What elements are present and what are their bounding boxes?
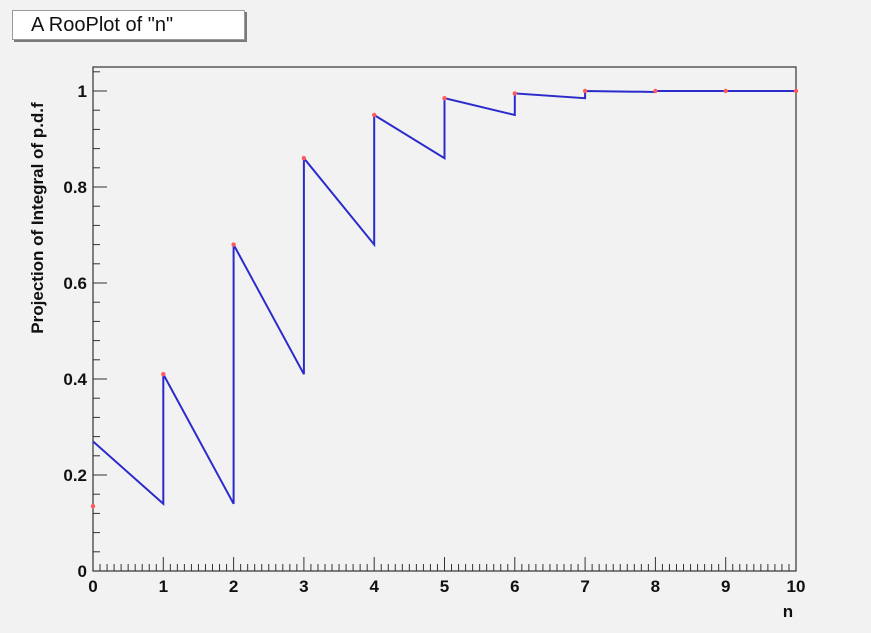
y-tick-label: 1	[78, 82, 87, 101]
data-point	[161, 372, 166, 377]
y-tick-label: 0.4	[63, 370, 87, 389]
y-axis-ticks: 0 0.2 0.4 0.6 0.8 1	[63, 71, 107, 581]
y-tick-label: 0.6	[63, 274, 87, 293]
data-point	[582, 88, 588, 94]
y-tick-label: 0.8	[63, 178, 87, 197]
y-tick-label: 0.2	[63, 466, 87, 485]
data-point	[90, 504, 96, 509]
x-tick-label: 6	[510, 577, 519, 596]
y-tick-label: 0	[78, 562, 87, 581]
x-tick-label: 10	[787, 577, 806, 596]
x-tick-label: 1	[159, 577, 168, 596]
x-tick-label: 5	[440, 577, 449, 596]
x-tick-label: 2	[229, 577, 238, 596]
data-point	[793, 88, 799, 94]
data-point	[653, 88, 658, 94]
data-point	[442, 96, 447, 101]
data-point	[372, 112, 377, 118]
data-points	[90, 88, 799, 509]
plot-title-box: A RooPlot of "n"	[12, 10, 245, 40]
y-axis-label: Projection of Integral of p.d.f	[28, 102, 47, 334]
x-tick-label: 3	[299, 577, 308, 596]
x-axis-label: n	[783, 602, 793, 621]
x-tick-label: 8	[651, 577, 660, 596]
x-axis-ticks: 0 1 2 3 4 5 6 7 8 9 10	[88, 557, 805, 596]
x-tick-label: 7	[580, 577, 589, 596]
data-point	[512, 91, 517, 96]
x-tick-label: 9	[721, 577, 730, 596]
data-point	[723, 88, 728, 94]
data-point	[301, 156, 307, 161]
axis-labels: n Projection of Integral of p.d.f	[28, 102, 793, 621]
data-point	[231, 242, 236, 247]
x-tick-label: 0	[88, 577, 97, 596]
plot-title: A RooPlot of "n"	[31, 13, 174, 36]
x-tick-label: 4	[369, 577, 379, 596]
